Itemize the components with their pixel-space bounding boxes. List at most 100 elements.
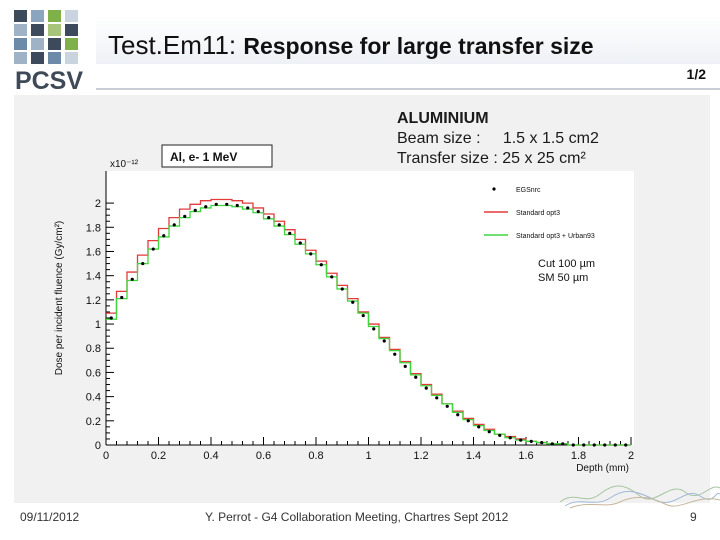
y-axis-label: Dose per incident fluence (Gy/cm²): [54, 221, 65, 376]
data-point-egsnrc: [435, 396, 439, 400]
data-point-egsnrc: [298, 241, 302, 245]
x-axis-label: Depth (mm): [576, 463, 629, 474]
x-tick-label: 0.6: [256, 450, 271, 462]
legend-marker: [492, 187, 496, 191]
data-point-egsnrc: [225, 202, 229, 206]
material-heading: ALUMINIUM: [397, 110, 489, 127]
data-point-egsnrc: [519, 438, 523, 442]
data-point-egsnrc: [403, 364, 407, 368]
data-point-egsnrc: [613, 443, 617, 447]
x-tick-label: 1.6: [518, 450, 533, 462]
data-point-egsnrc: [172, 223, 176, 227]
data-point-egsnrc: [508, 436, 512, 440]
pcsv-logo: PCSV: [10, 8, 88, 95]
data-point-egsnrc: [141, 261, 145, 266]
y-tick-label: 0.6: [86, 367, 101, 379]
data-point-egsnrc: [372, 327, 376, 331]
title-rest: Response for large transfer size: [243, 33, 594, 59]
data-point-egsnrc: [130, 277, 134, 281]
data-point-egsnrc: [529, 439, 533, 443]
logo-square: [31, 10, 44, 22]
data-point-egsnrc: [151, 247, 155, 251]
data-point-egsnrc: [193, 208, 197, 212]
data-point-egsnrc: [582, 443, 586, 447]
data-point-egsnrc: [109, 316, 113, 320]
logo-square: [31, 52, 44, 64]
data-point-egsnrc: [204, 205, 208, 209]
data-point-egsnrc: [361, 313, 365, 318]
chart-title-box: [161, 144, 273, 168]
material-annotation: ALUMINIUM Beam size : 1.5 x 1.5 cm2 Tran…: [397, 109, 599, 169]
footer-caption: Y. Perrot - G4 Collaboration Meeting, Ch…: [205, 510, 509, 524]
header-divider: [96, 88, 720, 90]
title-band: [96, 16, 720, 64]
y-tick-label: 0.4: [86, 392, 101, 404]
plot-area: [106, 171, 634, 445]
data-point-egsnrc: [340, 287, 344, 291]
x-tick-label: 2: [628, 450, 634, 462]
logo-square: [48, 38, 61, 50]
y-axis-exponent: x10⁻¹²: [110, 159, 139, 170]
y-tick-label: 0.2: [86, 416, 101, 428]
y-tick-label: 1: [95, 319, 101, 331]
logo-square: [31, 24, 44, 36]
chart-annotation: Cut 100 µm: [538, 258, 595, 270]
slide-title: Test.Em11: Response for large transfer s…: [108, 30, 594, 61]
y-tick-label: 1.2: [86, 295, 101, 307]
data-point-egsnrc: [550, 442, 554, 446]
data-point-egsnrc: [561, 442, 565, 446]
data-point-egsnrc: [393, 352, 397, 356]
data-point-egsnrc: [288, 231, 292, 235]
logo-squares-icon: [14, 10, 84, 66]
legend-entry: Standard opt3 + Urban93: [516, 233, 595, 240]
data-point-egsnrc: [183, 214, 187, 218]
logo-square: [14, 52, 27, 64]
data-point-egsnrc: [214, 202, 218, 206]
x-tick-label: 1.4: [466, 450, 481, 462]
page-fraction: 1/2: [686, 66, 706, 82]
data-point-egsnrc: [256, 209, 260, 214]
x-tick-label: 1: [365, 450, 371, 462]
beam-size-text: Beam size : 1.5 x 1.5 cm2: [397, 130, 599, 147]
logo-square: [48, 52, 61, 64]
data-point-egsnrc: [351, 300, 355, 304]
logo-square: [48, 10, 61, 22]
data-point-egsnrc: [592, 443, 596, 447]
data-point-egsnrc: [309, 252, 313, 256]
data-point-egsnrc: [603, 443, 607, 447]
logo-square: [14, 38, 27, 50]
y-tick-label: 0: [95, 440, 101, 452]
logo-square: [65, 10, 78, 22]
y-tick-label: 2: [95, 198, 101, 210]
title-main: Test.Em11:: [108, 30, 237, 60]
data-point-egsnrc: [120, 295, 124, 300]
y-tick-label: 1.4: [86, 271, 101, 283]
x-tick-label: 1.8: [571, 450, 586, 462]
data-point-egsnrc: [624, 443, 628, 447]
data-point-egsnrc: [477, 425, 481, 429]
y-tick-label: 1.8: [86, 222, 101, 234]
dose-depth-chart: 0 0.2 0.4 0.6 0.8 1 1.2 1.4 1.6 1.8 2 0 0.2 0.4 0.6 0.8…: [54, 144, 634, 474]
data-point-egsnrc: [571, 443, 575, 447]
logo-text: PCSV: [14, 67, 84, 95]
data-point-egsnrc: [445, 404, 449, 408]
logo-square: [65, 24, 78, 36]
chart-annotation: SM 50 µm: [538, 272, 588, 284]
data-point-egsnrc: [424, 386, 428, 390]
data-point-egsnrc: [382, 339, 386, 343]
logo-square: [14, 24, 27, 36]
x-tick-label: 0.8: [308, 450, 323, 462]
logo-square: [65, 38, 78, 50]
x-tick-label: 0.4: [203, 450, 218, 462]
data-point-egsnrc: [162, 234, 166, 238]
series-line-standard-opt3-urban93: [106, 204, 631, 446]
data-point-egsnrc: [498, 433, 502, 437]
logo-square: [14, 10, 27, 22]
chart-title: Al, e- 1 MeV: [170, 150, 237, 164]
data-point-egsnrc: [267, 216, 271, 220]
data-point-egsnrc: [235, 203, 239, 208]
decorative-scribble: [560, 485, 720, 509]
legend-entry: Standard opt3: [516, 210, 560, 217]
data-point-egsnrc: [466, 419, 470, 423]
data-point-egsnrc: [277, 223, 281, 227]
